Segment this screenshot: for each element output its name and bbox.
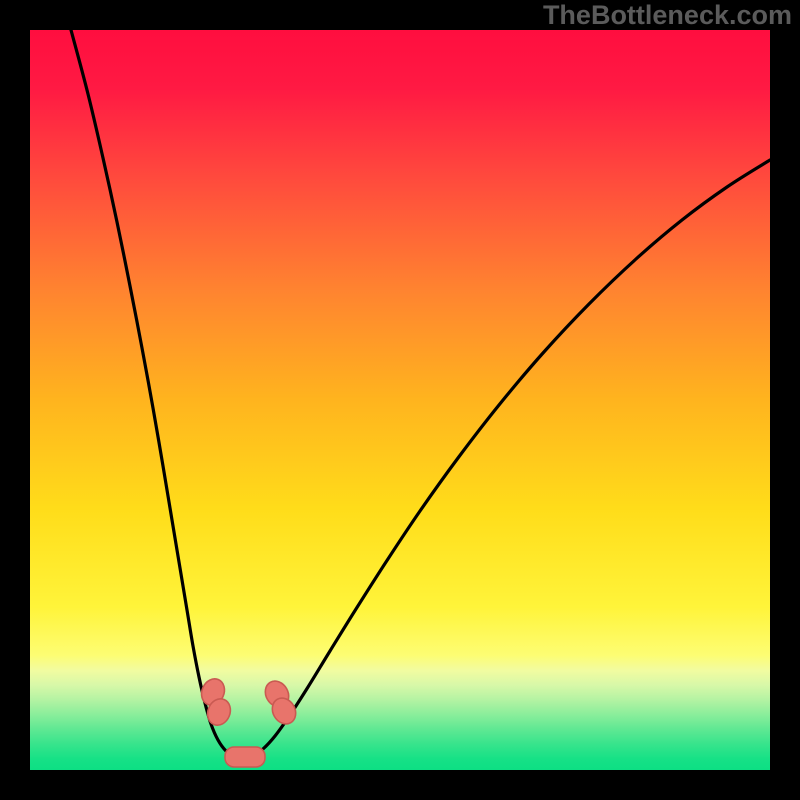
marker-group [197,675,300,767]
plot-area [30,30,770,770]
curve-svg [30,30,770,770]
watermark-text: TheBottleneck.com [543,0,792,31]
bottleneck-curve [71,30,770,758]
marker-2 [225,747,265,767]
